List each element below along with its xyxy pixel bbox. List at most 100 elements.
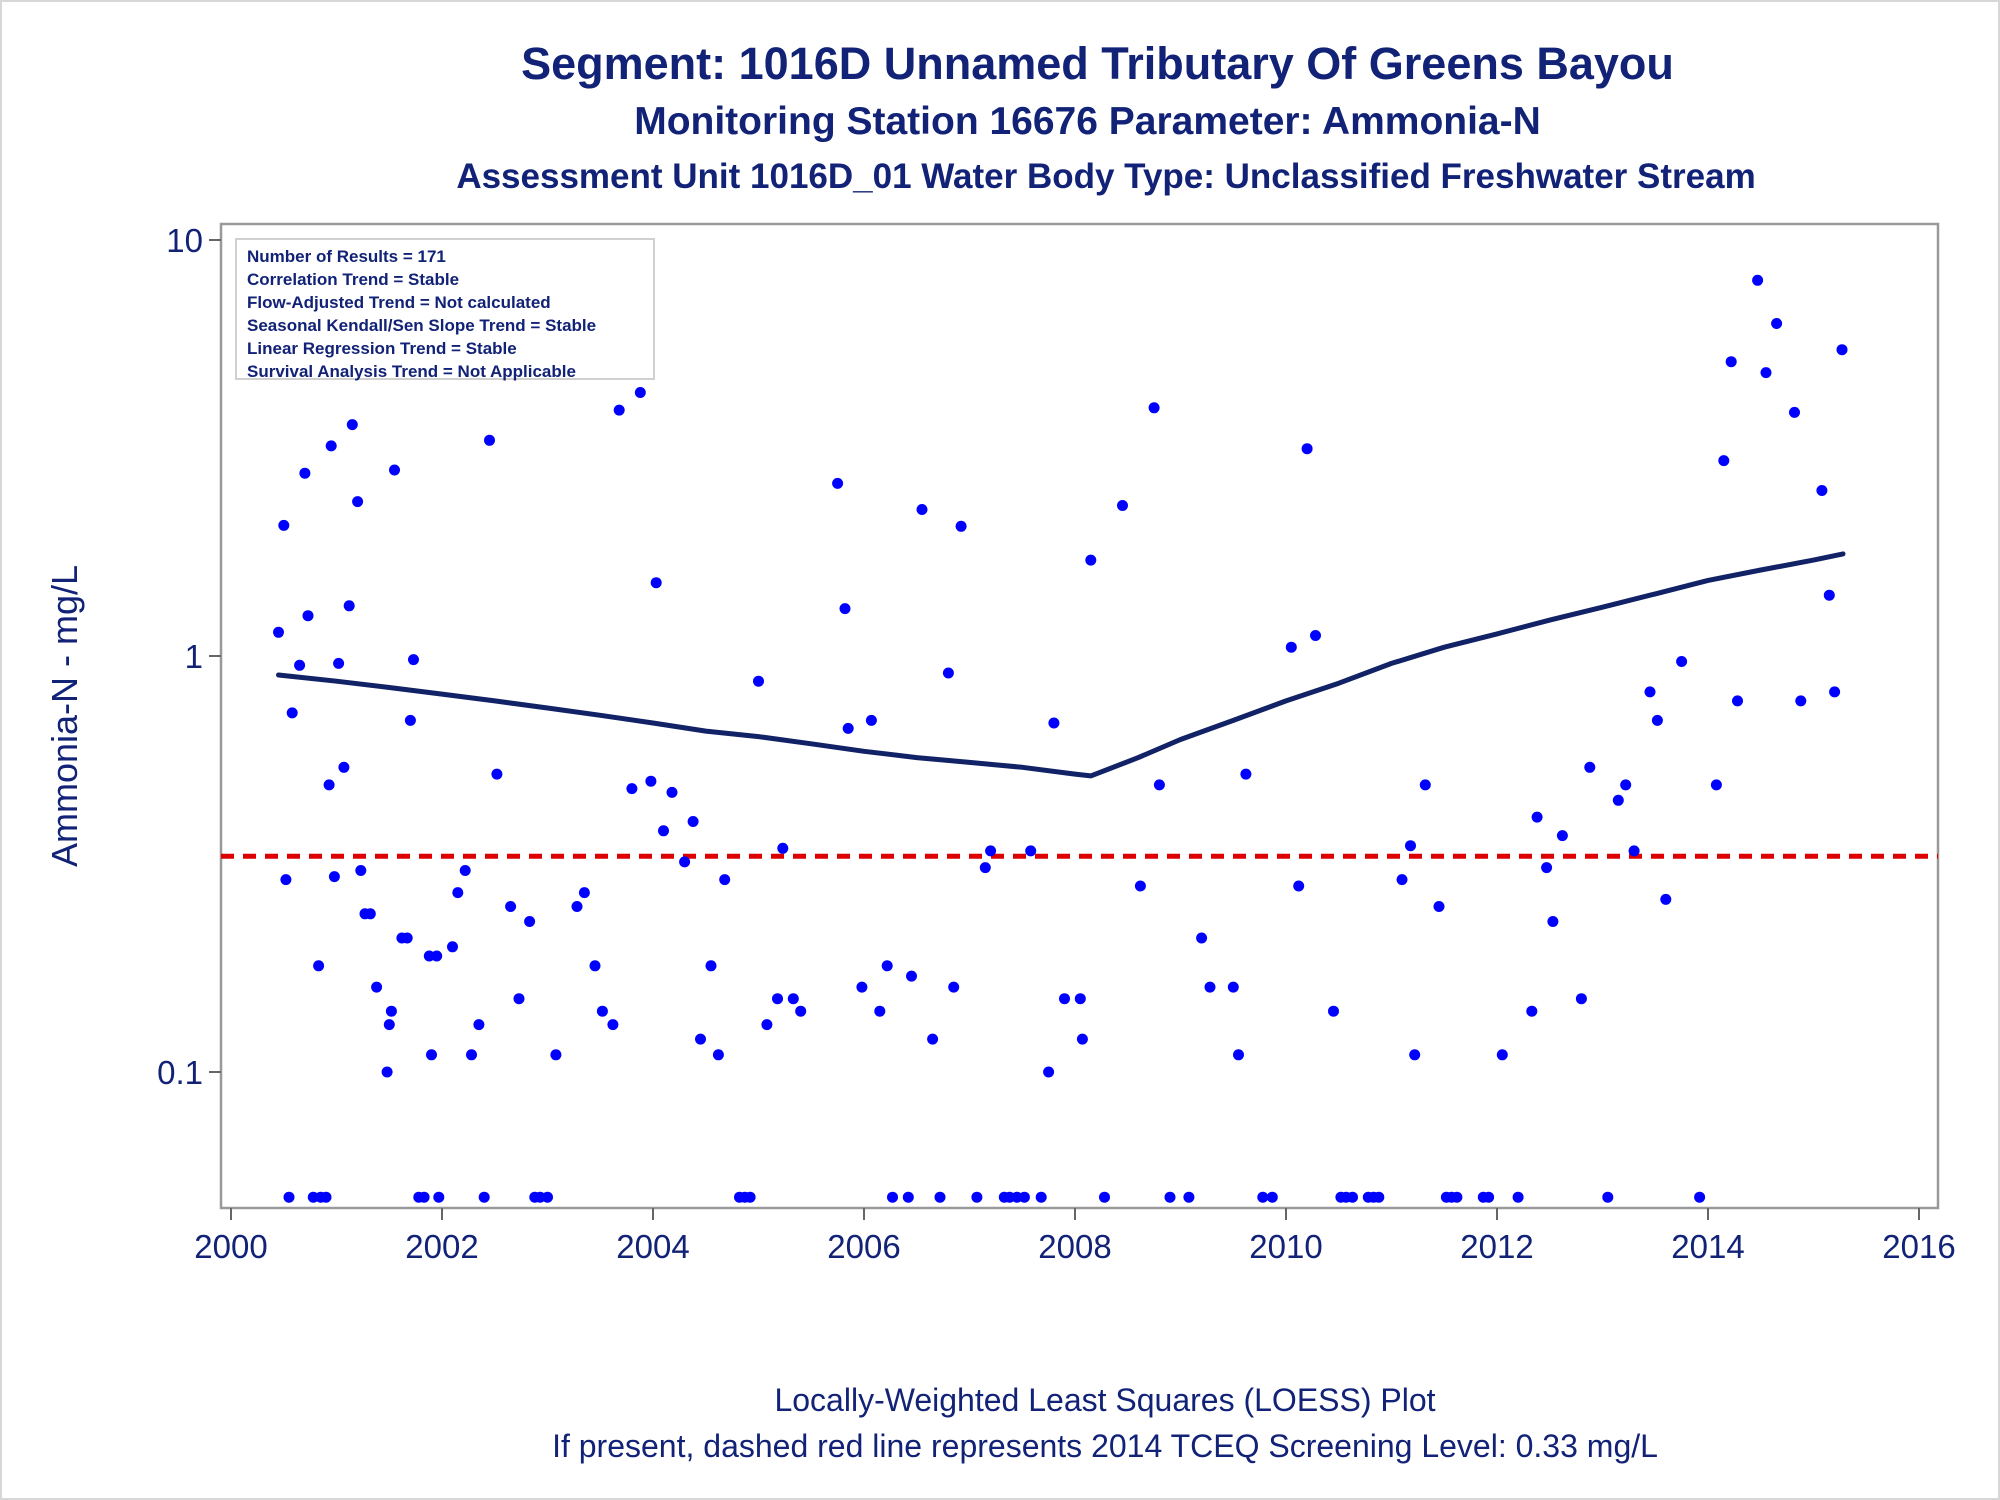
data-point: [524, 916, 536, 927]
data-point: [1676, 656, 1688, 667]
data-point: [887, 1191, 898, 1203]
data-point: [364, 908, 376, 920]
data-point: [1760, 367, 1772, 379]
data-point: [352, 496, 364, 508]
y-tick-label: 10: [166, 222, 203, 259]
data-point: [433, 1191, 445, 1203]
data-point: [1651, 714, 1663, 726]
data-point: [985, 845, 997, 857]
data-point: [856, 981, 868, 993]
data-point: [927, 1033, 939, 1045]
data-point: [294, 659, 306, 671]
data-point: [1328, 1005, 1339, 1017]
data-point: [881, 960, 893, 972]
x-tick-label: 2010: [1249, 1228, 1322, 1265]
chart-title: Segment: 1016D Unnamed Tributary Of Gree…: [521, 38, 1674, 89]
x-tick-label: 2000: [194, 1228, 267, 1265]
data-point: [371, 981, 383, 993]
data-point: [513, 993, 525, 1005]
data-point: [934, 1191, 946, 1203]
data-point: [842, 722, 854, 734]
data-point: [431, 950, 443, 962]
data-point: [1451, 1191, 1463, 1203]
data-point: [589, 960, 601, 972]
data-point: [1025, 845, 1037, 857]
x-tick-label: 2012: [1460, 1228, 1533, 1265]
data-point: [1285, 641, 1297, 653]
data-point: [1575, 993, 1587, 1005]
data-point: [491, 768, 503, 780]
data-point: [1531, 811, 1543, 823]
data-point: [1547, 916, 1559, 927]
data-point: [346, 419, 358, 431]
data-point: [452, 887, 464, 899]
data-point: [283, 1191, 295, 1203]
data-point: [1483, 1191, 1495, 1203]
stats-line: Flow-Adjusted Trend = Not calculated: [247, 293, 551, 312]
data-point: [607, 1019, 619, 1031]
plot-area: 2000 2002 2004 2006 2008 2010 2012 2014 2016 0.1 1…: [44, 222, 1956, 1265]
footnote-screening: If present, dashed red line represents 2…: [552, 1428, 1658, 1464]
data-point: [408, 654, 419, 666]
data-point: [705, 960, 717, 972]
data-point: [447, 941, 458, 953]
data-point: [772, 993, 783, 1005]
data-point: [1620, 779, 1632, 791]
data-point: [687, 816, 699, 827]
data-point: [381, 1066, 393, 1078]
data-point: [1718, 455, 1730, 467]
stats-line: Seasonal Kendall/Sen Slope Trend = Stabl…: [247, 316, 597, 335]
data-point: [1076, 1033, 1088, 1045]
data-point: [1789, 406, 1800, 418]
data-point: [505, 901, 517, 912]
data-point: [1512, 1191, 1524, 1203]
data-point: [1419, 779, 1431, 791]
data-point: [865, 714, 877, 726]
data-point: [1266, 1191, 1278, 1203]
data-point: [1293, 880, 1305, 892]
data-point: [874, 1005, 886, 1017]
data-point: [383, 1019, 395, 1031]
data-point: [404, 714, 416, 726]
data-point: [1301, 443, 1313, 455]
data-point: [1164, 1191, 1176, 1203]
data-point: [666, 786, 678, 798]
data-point: [1644, 686, 1656, 698]
data-point: [916, 504, 928, 515]
data-point: [1725, 356, 1737, 368]
x-tick-label: 2016: [1882, 1228, 1955, 1265]
data-point: [1829, 686, 1841, 698]
data-point: [323, 779, 335, 791]
data-point: [466, 1049, 477, 1061]
data-point: [1099, 1191, 1110, 1203]
data-point: [832, 477, 844, 489]
data-point: [971, 1191, 983, 1203]
data-point: [753, 675, 764, 687]
data-point: [302, 610, 314, 622]
data-point: [1059, 993, 1070, 1005]
data-point: [1584, 761, 1596, 773]
data-point: [1433, 901, 1445, 912]
data-point: [355, 865, 367, 876]
data-point: [418, 1191, 430, 1203]
data-point: [1795, 695, 1807, 707]
data-point: [1694, 1191, 1706, 1203]
data-point: [1660, 893, 1672, 905]
data-point: [1556, 830, 1568, 842]
data-point: [719, 874, 731, 886]
data-point: [1836, 344, 1848, 356]
y-tick-label: 1: [185, 638, 203, 675]
x-tick-label: 2014: [1671, 1228, 1744, 1265]
y-axis-label: Ammonia-N - mg/L: [44, 565, 85, 867]
data-point: [1134, 880, 1146, 892]
data-point: [1541, 862, 1553, 874]
stats-line: Linear Regression Trend = Stable: [247, 339, 517, 358]
data-point: [542, 1191, 553, 1203]
data-point: [777, 842, 789, 854]
data-point: [401, 932, 413, 944]
x-tick-label: 2006: [827, 1228, 900, 1265]
data-point: [1085, 554, 1097, 566]
data-point: [1396, 874, 1408, 886]
data-point: [389, 464, 400, 476]
data-point: [343, 600, 355, 612]
